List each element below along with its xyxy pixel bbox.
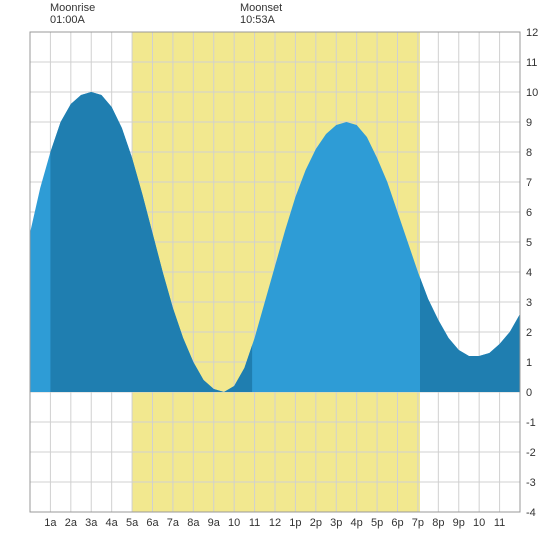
x-tick-label: 7p: [412, 517, 424, 529]
y-tick-label: -4: [526, 507, 536, 519]
tide-chart-container: Moonrise 01:00A Moonset 10:53A -4-3-2-10…: [0, 0, 550, 550]
x-tick-label: 8a: [187, 517, 200, 529]
tide-chart: -4-3-2-101234567891011121a2a3a4a5a6a7a8a…: [0, 0, 550, 550]
moonrise-block: Moonrise 01:00A: [50, 2, 170, 26]
moonset-value: 10:53A: [240, 14, 360, 26]
x-tick-label: 4p: [351, 517, 363, 529]
moonset-label: Moonset: [240, 2, 360, 14]
x-tick-label: 10: [473, 517, 485, 529]
x-tick-label: 6p: [391, 517, 403, 529]
y-tick-label: 12: [526, 27, 538, 39]
x-tick-label: 5a: [126, 517, 139, 529]
y-tick-label: 7: [526, 177, 532, 189]
x-tick-label: 8p: [432, 517, 444, 529]
x-tick-label: 4a: [106, 517, 119, 529]
y-tick-label: -2: [526, 447, 536, 459]
y-tick-label: 6: [526, 207, 532, 219]
x-tick-label: 1a: [44, 517, 57, 529]
x-tick-label: 9a: [208, 517, 221, 529]
x-tick-label: 5p: [371, 517, 383, 529]
y-tick-label: 9: [526, 117, 532, 129]
x-tick-label: 7a: [167, 517, 180, 529]
x-tick-label: 3a: [85, 517, 98, 529]
x-tick-label: 6a: [146, 517, 159, 529]
y-tick-label: -1: [526, 417, 536, 429]
y-tick-label: 2: [526, 327, 532, 339]
y-tick-label: -3: [526, 477, 536, 489]
x-tick-label: 2p: [310, 517, 322, 529]
y-tick-label: 10: [526, 87, 538, 99]
chart-header: Moonrise 01:00A Moonset 10:53A: [0, 0, 550, 28]
y-tick-label: 3: [526, 297, 532, 309]
x-tick-label: 1p: [289, 517, 301, 529]
x-tick-label: 12: [269, 517, 281, 529]
y-tick-label: 11: [526, 57, 537, 69]
x-tick-label: 3p: [330, 517, 342, 529]
x-tick-label: 11: [249, 517, 260, 529]
y-tick-label: 4: [526, 267, 532, 279]
y-tick-label: 8: [526, 147, 532, 159]
y-tick-label: 0: [526, 387, 532, 399]
x-tick-label: 11: [494, 517, 505, 529]
moonrise-value: 01:00A: [50, 14, 170, 26]
moonrise-label: Moonrise: [50, 2, 170, 14]
y-tick-label: 1: [526, 357, 532, 369]
x-tick-label: 9p: [453, 517, 465, 529]
x-tick-label: 10: [228, 517, 240, 529]
moonset-block: Moonset 10:53A: [240, 2, 360, 26]
x-tick-label: 2a: [65, 517, 78, 529]
y-tick-label: 5: [526, 237, 532, 249]
